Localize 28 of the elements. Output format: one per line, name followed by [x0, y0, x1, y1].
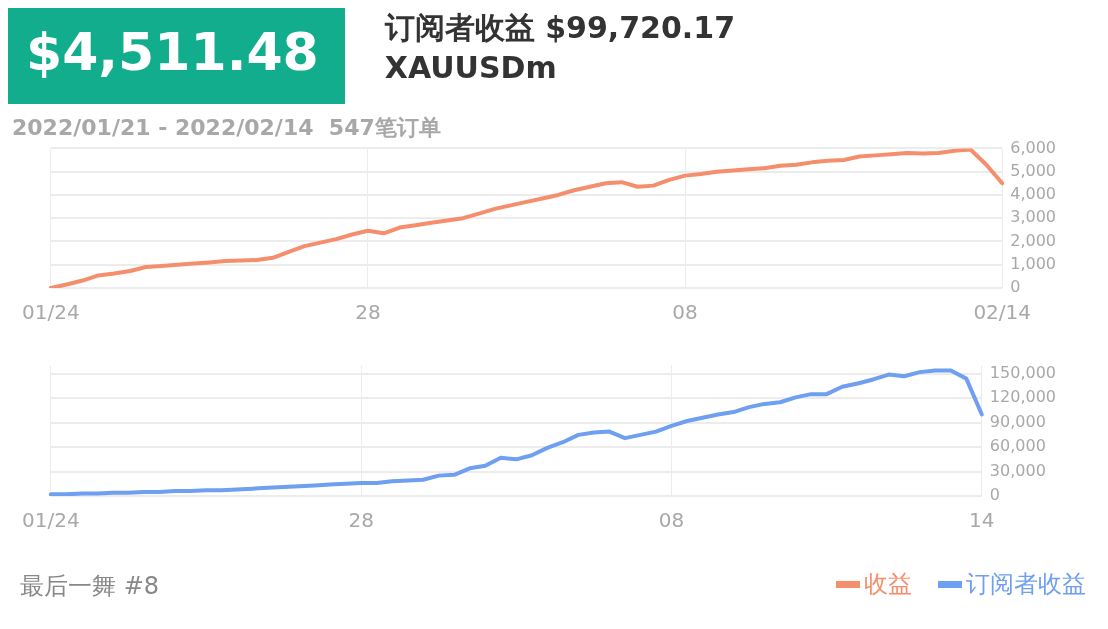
- y-tick-label: 3,000: [1010, 207, 1057, 227]
- y-tick-label: 0: [989, 485, 1001, 505]
- x-tick-label: 02/14: [973, 300, 1032, 325]
- y-tick-label: 1,000: [1010, 253, 1057, 273]
- y-tick-label: 0: [1010, 277, 1021, 297]
- x-tick-label: 28: [348, 508, 374, 533]
- chart-title: $4,511.48: [25, 21, 320, 84]
- text: XAUUSDm: [384, 49, 558, 87]
- y-tick-label: 90,000: [989, 411, 1046, 431]
- y-tick-label: 6,000: [1010, 137, 1057, 157]
- legend-label: 订阅者收益: [966, 569, 1086, 600]
- legend-label: 收益: [864, 569, 912, 600]
- x-tick-label: 01/24: [22, 508, 80, 533]
- x-tick-label: 14: [969, 508, 995, 533]
- chart-subtitle: 2022/01/21 - 2022/02/14 547笔订单: [12, 114, 441, 140]
- y-tick-label: 5,000: [1010, 160, 1057, 180]
- y-tick-label: 4,000: [1010, 184, 1057, 204]
- y-tick-label: 2,000: [1010, 230, 1057, 250]
- x-tick-label: 08: [658, 508, 685, 533]
- text: 订阅者收益 $99,720.17: [384, 9, 736, 47]
- text: 最后一舞 #8: [20, 572, 160, 600]
- x-tick-label: 01/24: [22, 300, 80, 325]
- y-tick-label: 30,000: [989, 460, 1046, 480]
- x-tick-label: 28: [355, 300, 381, 325]
- y-tick-label: 60,000: [989, 436, 1046, 456]
- y-tick-label: 120,000: [989, 387, 1057, 407]
- y-tick-label: 150,000: [989, 362, 1057, 382]
- x-tick-label: 08: [672, 300, 698, 325]
